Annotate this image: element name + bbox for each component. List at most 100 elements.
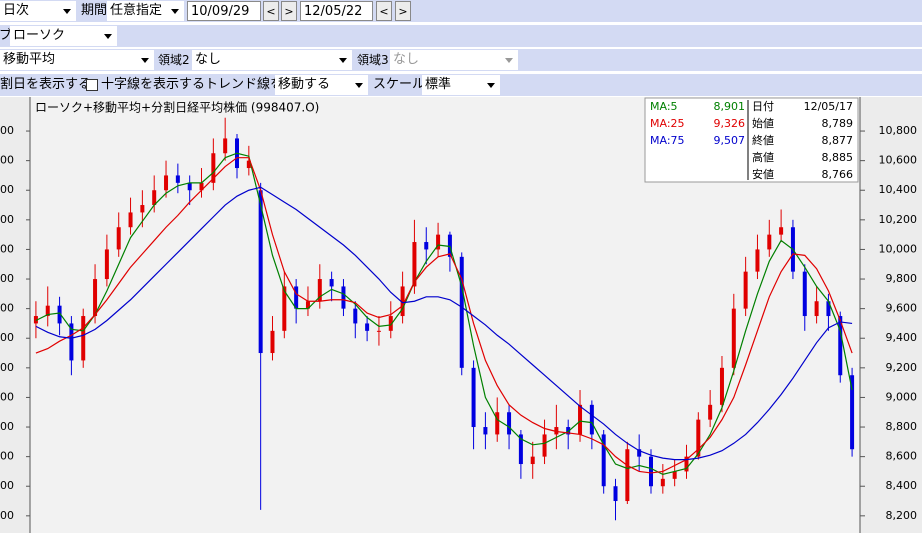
crosshair-label: 十字線を表示する bbox=[101, 77, 206, 92]
candle-body bbox=[708, 404, 713, 420]
ma-line bbox=[35, 186, 853, 461]
y-tick-label: 9,200 bbox=[0, 361, 14, 374]
legend-value: 8,901 bbox=[714, 100, 746, 113]
candle-body bbox=[767, 234, 772, 250]
scale-label: スケール bbox=[373, 77, 426, 92]
y-tick-label: 8,400 bbox=[886, 479, 918, 492]
candle-body bbox=[211, 153, 216, 183]
candle-body bbox=[57, 305, 62, 324]
start-next[interactable]: > bbox=[281, 1, 297, 21]
y-tick-label: 9,000 bbox=[0, 390, 14, 403]
candle-body bbox=[294, 286, 299, 309]
legend-name: MA:75 bbox=[650, 134, 685, 147]
candle-body bbox=[471, 367, 476, 428]
candle-body bbox=[270, 330, 275, 354]
y-tick-label: 10,400 bbox=[0, 183, 14, 196]
candle-body bbox=[755, 249, 760, 272]
info-panel bbox=[644, 97, 859, 183]
candle-body bbox=[317, 279, 322, 302]
candle-body bbox=[329, 279, 334, 287]
candle-body bbox=[353, 308, 358, 324]
ma-line bbox=[35, 152, 853, 476]
split-label: 割日を表示する bbox=[0, 77, 92, 92]
toolbar-row: ブ ローソク bbox=[0, 25, 922, 47]
candle-body bbox=[258, 190, 263, 354]
info-label: 高値 bbox=[752, 150, 774, 164]
candle-body bbox=[246, 160, 251, 169]
candle-body bbox=[613, 486, 618, 502]
candle-body bbox=[660, 478, 665, 487]
toolbar-row: 移動平均 領域2 なし 領域3 なし bbox=[0, 49, 922, 71]
area1-select[interactable]: 移動平均 bbox=[0, 50, 154, 70]
y-tick-label: 9,800 bbox=[0, 272, 14, 285]
candle-body bbox=[388, 316, 393, 331]
candle-body bbox=[649, 456, 653, 487]
info-label: 始値 bbox=[752, 116, 774, 130]
scale-select[interactable]: 標準 bbox=[422, 75, 500, 95]
start-date[interactable]: 10/09/29 bbox=[187, 1, 261, 21]
y-tick-label: 9,600 bbox=[0, 302, 14, 315]
toolbar-row: 割日を表示する 十字線を表示する トレンド線を 移動する スケール 標準 bbox=[0, 74, 922, 96]
candle-body bbox=[554, 427, 559, 435]
candle-body bbox=[164, 175, 169, 191]
interval-select[interactable]: 日次 bbox=[0, 1, 76, 21]
y-tick-label: 8,800 bbox=[0, 420, 14, 433]
y-tick-label: 10,800 bbox=[0, 124, 14, 137]
y-tick-label: 10,600 bbox=[879, 154, 918, 167]
candle-body bbox=[578, 404, 583, 435]
toolbar-row: 日次 期間 任意指定 10/09/29 < > 12/05/22 < > bbox=[0, 0, 922, 22]
end-prev[interactable]: < bbox=[376, 1, 392, 21]
trend-label: トレンド線を bbox=[205, 77, 284, 92]
candle-body bbox=[814, 301, 819, 317]
candle-body bbox=[601, 434, 606, 487]
candle-body bbox=[424, 242, 429, 250]
end-date[interactable]: 12/05/22 bbox=[300, 1, 373, 21]
legend-value: 9,507 bbox=[714, 134, 746, 147]
period-label: 期間 bbox=[81, 3, 108, 18]
chart-type-select[interactable]: ローソク bbox=[10, 26, 117, 46]
y-tick-label: 9,400 bbox=[0, 331, 14, 344]
y-tick-label: 8,600 bbox=[0, 450, 14, 463]
y-tick-label: 10,000 bbox=[0, 242, 14, 255]
candle-body bbox=[483, 427, 488, 435]
y-tick-label: 9,200 bbox=[886, 361, 918, 374]
candle-body bbox=[81, 316, 86, 361]
candle-body bbox=[45, 305, 50, 317]
candle-body bbox=[672, 471, 677, 479]
candle-body bbox=[175, 175, 180, 183]
y-tick-label: 10,200 bbox=[0, 213, 14, 226]
candle-body bbox=[152, 190, 157, 206]
crosshair-checkbox[interactable] bbox=[86, 79, 98, 91]
area3-select: なし bbox=[390, 50, 518, 70]
candle-body bbox=[187, 182, 192, 191]
start-prev[interactable]: < bbox=[263, 1, 279, 21]
y-tick-label: 10,000 bbox=[879, 242, 918, 255]
end-next[interactable]: > bbox=[395, 1, 411, 21]
candle-body bbox=[826, 301, 831, 317]
area2-select[interactable]: なし bbox=[192, 50, 352, 70]
info-label: 日付 bbox=[752, 100, 774, 113]
info-label: 安値 bbox=[752, 167, 774, 181]
y-tick-label: 9,800 bbox=[886, 272, 918, 285]
candle-body bbox=[400, 286, 405, 317]
candle-body bbox=[436, 234, 441, 250]
trend-select[interactable]: 移動する bbox=[275, 75, 368, 95]
area3-label: 領域3 bbox=[357, 53, 389, 67]
legend-name: MA:5 bbox=[650, 100, 678, 113]
info-value: 8,877 bbox=[822, 134, 854, 147]
candle-body bbox=[625, 449, 630, 502]
info-value: 8,766 bbox=[822, 168, 854, 181]
candle-body bbox=[684, 456, 689, 472]
candle-body bbox=[412, 242, 417, 287]
candle-body bbox=[128, 212, 133, 228]
candle-body bbox=[199, 182, 204, 191]
y-tick-label: 8,200 bbox=[0, 509, 14, 522]
candle-body bbox=[104, 249, 109, 280]
candle-body bbox=[282, 286, 287, 331]
candle-body bbox=[542, 434, 547, 457]
y-tick-label: 8,200 bbox=[886, 509, 918, 522]
candle-body bbox=[743, 271, 748, 309]
y-tick-label: 8,400 bbox=[0, 479, 14, 492]
area2-label: 領域2 bbox=[158, 53, 190, 67]
period-select[interactable]: 任意指定 bbox=[107, 1, 184, 21]
